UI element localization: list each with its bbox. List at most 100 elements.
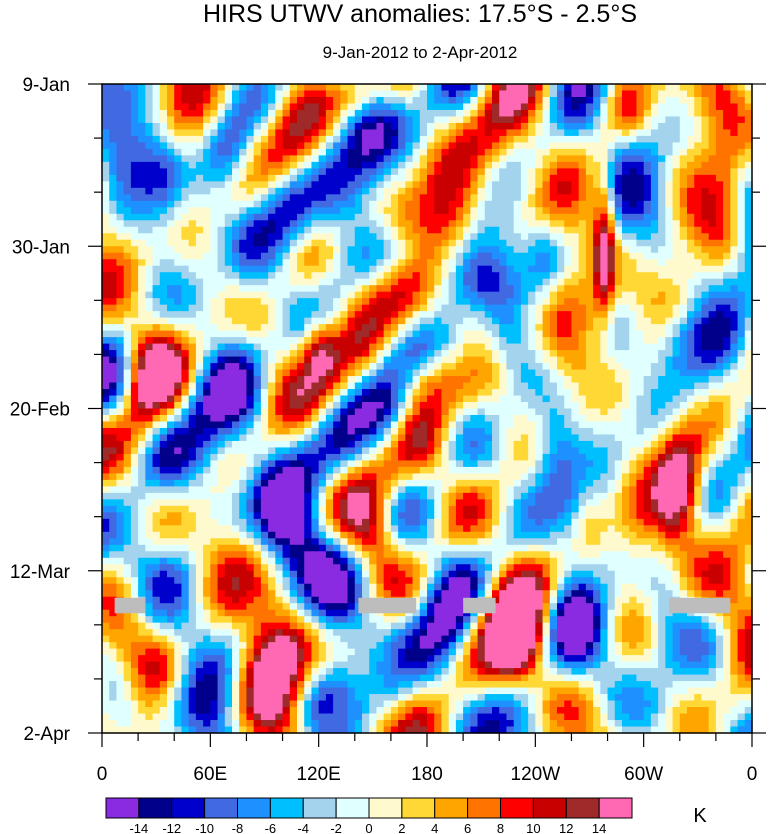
heatmap-cell [159,317,168,325]
heatmap-cell [362,408,370,416]
heatmap-cell [585,421,594,429]
heatmap-cell [679,129,688,137]
heatmap-cell [138,427,146,436]
heatmap-cell [441,103,450,111]
heatmap-cell [383,161,392,169]
heatmap-cell [232,382,240,390]
heatmap-cell [325,233,334,241]
heatmap-cell [607,135,616,144]
heatmap-cell [513,129,522,137]
heatmap-cell [448,291,457,299]
heatmap-cell [268,122,276,131]
heatmap-cell [369,109,378,118]
heatmap-cell [427,363,435,371]
heatmap-cell [311,395,320,403]
heatmap-cell [528,395,536,403]
heatmap-cell [376,440,385,449]
heatmap-cell [658,421,666,429]
heatmap-cell [715,291,724,299]
heatmap-cell [340,427,349,436]
heatmap-cell [607,84,616,92]
heatmap-cell [167,317,175,325]
heatmap-cell [181,109,190,118]
heatmap-cell [304,421,313,429]
heatmap-cell [159,343,168,351]
heatmap-cell [376,259,385,267]
heatmap-cell [253,356,262,364]
heatmap-cell [636,311,645,319]
heatmap-cell [484,187,493,195]
heatmap-cell [441,200,450,208]
heatmap-cell [297,337,305,345]
heatmap-cell [455,142,464,150]
heatmap-cell [441,90,450,98]
heatmap-cell [123,90,132,98]
heatmap-cell [607,324,616,332]
heatmap-cell [520,135,529,144]
heatmap-cell [694,363,703,371]
heatmap-cell [701,389,710,397]
heatmap-cell [123,148,132,156]
heatmap-cell [383,265,392,273]
heatmap-cell [369,402,378,410]
heatmap-cell [600,389,609,397]
heatmap-cell [362,194,370,202]
heatmap-cell [333,363,341,371]
heatmap-cell [658,181,666,189]
heatmap-cell [282,421,291,429]
heatmap-cell [253,259,262,267]
heatmap-cell [419,311,428,319]
heatmap-cell [687,259,695,267]
heatmap-cell [441,389,450,397]
heatmap-cell [275,343,284,351]
heatmap-cell [434,376,443,384]
heatmap-cell [708,311,717,319]
heatmap-cell [109,181,118,189]
heatmap-cell [260,278,269,286]
heatmap-cell [203,376,211,384]
heatmap-cell [542,395,551,403]
heatmap-cell [152,84,161,92]
heatmap-cell [376,246,385,254]
heatmap-cell [239,317,248,325]
heatmap-cell [593,369,601,377]
heatmap-cell [708,246,717,254]
heatmap-cell [181,142,190,150]
heatmap-cell [557,408,565,416]
heatmap-cell [520,148,529,156]
heatmap-cell [109,135,118,144]
heatmap-cell [557,239,565,247]
heatmap-cell [672,135,681,144]
heatmap-cell [542,337,551,345]
heatmap-cell [297,174,305,182]
heatmap-cell [499,356,508,364]
heatmap-cell [701,408,710,416]
heatmap-cell [181,220,190,228]
heatmap-cell [715,298,724,306]
heatmap-cell [535,239,544,247]
heatmap-cell [268,194,276,202]
heatmap-cell [687,330,695,338]
heatmap-cell [593,129,601,137]
heatmap-cell [557,363,565,371]
heatmap-cell [513,168,522,176]
heatmap-cell [679,395,688,403]
heatmap-cell [636,324,645,332]
heatmap-cell [152,155,161,163]
heatmap-cell [275,350,284,358]
heatmap-cell [694,408,703,416]
heatmap-cell [441,239,450,247]
heatmap-cell [325,252,334,260]
heatmap-cell [448,395,457,403]
heatmap-cell [499,194,508,202]
heatmap-cell [369,434,378,442]
heatmap-cell [188,226,197,234]
heatmap-cell [549,122,558,131]
heatmap-cell [744,330,753,338]
heatmap-cell [376,207,385,215]
heatmap-cell [528,168,536,176]
heatmap-cell [455,207,464,215]
heatmap-cell [571,356,580,364]
heatmap-cell [239,298,248,306]
heatmap-cell [578,239,587,247]
